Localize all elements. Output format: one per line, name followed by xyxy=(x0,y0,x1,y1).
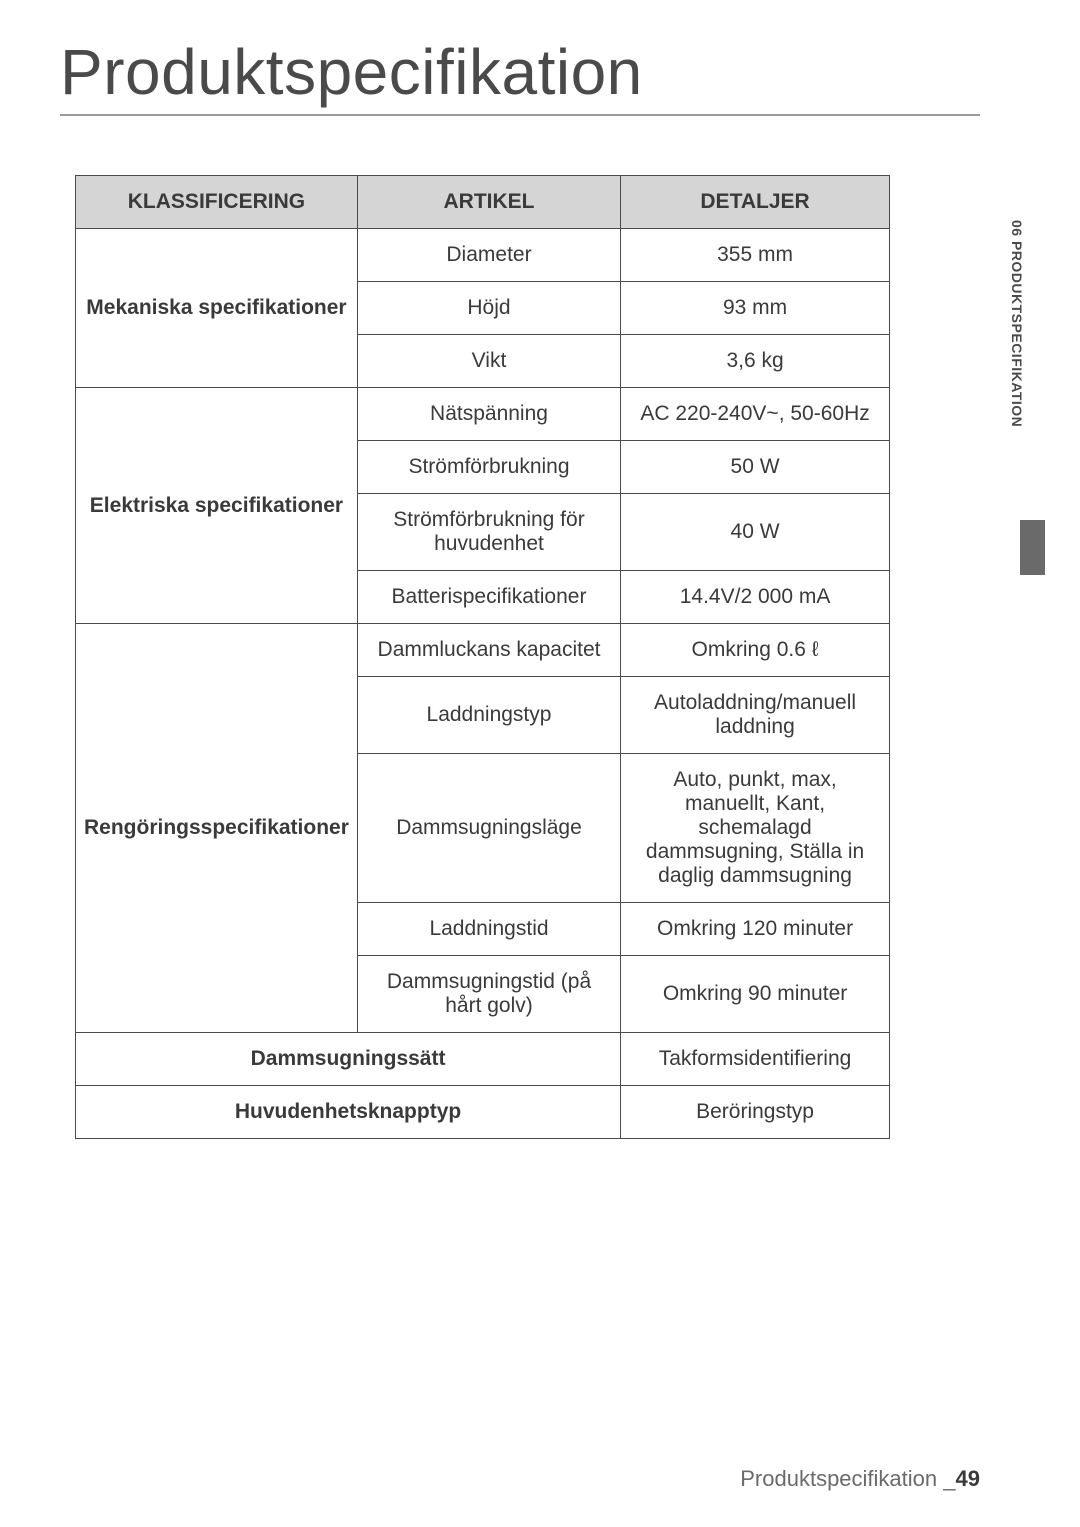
detail-cell: Omkring 90 minuter xyxy=(621,956,890,1033)
item-cell: Dammsugningstid (på hårt golv) xyxy=(357,956,620,1033)
side-section-label: 06 PRODUKTSPECIFIKATION xyxy=(1009,220,1025,427)
detail-cell: Omkring 120 minuter xyxy=(621,903,890,956)
page-title: Produktspecifikation xyxy=(60,35,643,109)
detail-cell: 93 mm xyxy=(621,282,890,335)
side-tab-indicator xyxy=(1020,520,1045,575)
detail-cell: 3,6 kg xyxy=(621,335,890,388)
table-row: Elektriska specifikationer Nätspänning A… xyxy=(76,388,890,441)
item-cell: Dammsugningsläge xyxy=(357,754,620,903)
footer-separator: _ xyxy=(943,1466,955,1491)
item-cell: Strömförbrukning xyxy=(357,441,620,494)
item-cell: Nätspänning xyxy=(357,388,620,441)
detail-cell: 355 mm xyxy=(621,229,890,282)
table-row: Rengöringsspecifikationer Dammluckans ka… xyxy=(76,624,890,677)
page-number: 49 xyxy=(956,1466,980,1491)
item-cell: Strömförbrukning för huvudenhet xyxy=(357,494,620,571)
table-row: Mekaniska specifikationer Diameter 355 m… xyxy=(76,229,890,282)
group-label-electrical: Elektriska specifikationer xyxy=(76,388,358,624)
item-cell: Laddningstid xyxy=(357,903,620,956)
group-label-mechanical: Mekaniska specifikationer xyxy=(76,229,358,388)
table-row: Dammsugningssätt Takformsidentifiering xyxy=(76,1033,890,1086)
page-footer: Produktspecifikation _49 xyxy=(740,1466,980,1492)
item-cell: Diameter xyxy=(357,229,620,282)
detail-cell: Auto, punkt, max, manuellt, Kant, schema… xyxy=(621,754,890,903)
header-details: DETALJER xyxy=(621,176,890,229)
item-cell: Höjd xyxy=(357,282,620,335)
detail-cell: Autoladdning/manuell laddning xyxy=(621,677,890,754)
detail-cell: 40 W xyxy=(621,494,890,571)
title-underline xyxy=(60,114,980,116)
detail-cell: 50 W xyxy=(621,441,890,494)
spec-table-body: Mekaniska specifikationer Diameter 355 m… xyxy=(76,229,890,1139)
detail-cell: Beröringstyp xyxy=(621,1086,890,1139)
spec-table: KLASSIFICERING ARTIKEL DETALJER Mekanisk… xyxy=(75,175,890,1139)
item-cell: Laddningstyp xyxy=(357,677,620,754)
item-cell: Batterispecifikationer xyxy=(357,571,620,624)
detail-cell: Omkring 0.6 ℓ xyxy=(621,624,890,677)
single-label-cleaning-method: Dammsugningssätt xyxy=(76,1033,621,1086)
header-item: ARTIKEL xyxy=(357,176,620,229)
item-cell: Dammluckans kapacitet xyxy=(357,624,620,677)
table-row: Huvudenhetsknapptyp Beröringstyp xyxy=(76,1086,890,1139)
detail-cell: 14.4V/2 000 mA xyxy=(621,571,890,624)
footer-label: Produktspecifikation xyxy=(740,1466,937,1491)
detail-cell: AC 220-240V~, 50-60Hz xyxy=(621,388,890,441)
detail-cell: Takformsidentifiering xyxy=(621,1033,890,1086)
group-label-cleaning: Rengöringsspecifikationer xyxy=(76,624,358,1033)
header-classification: KLASSIFICERING xyxy=(76,176,358,229)
item-cell: Vikt xyxy=(357,335,620,388)
single-label-button-type: Huvudenhetsknapptyp xyxy=(76,1086,621,1139)
